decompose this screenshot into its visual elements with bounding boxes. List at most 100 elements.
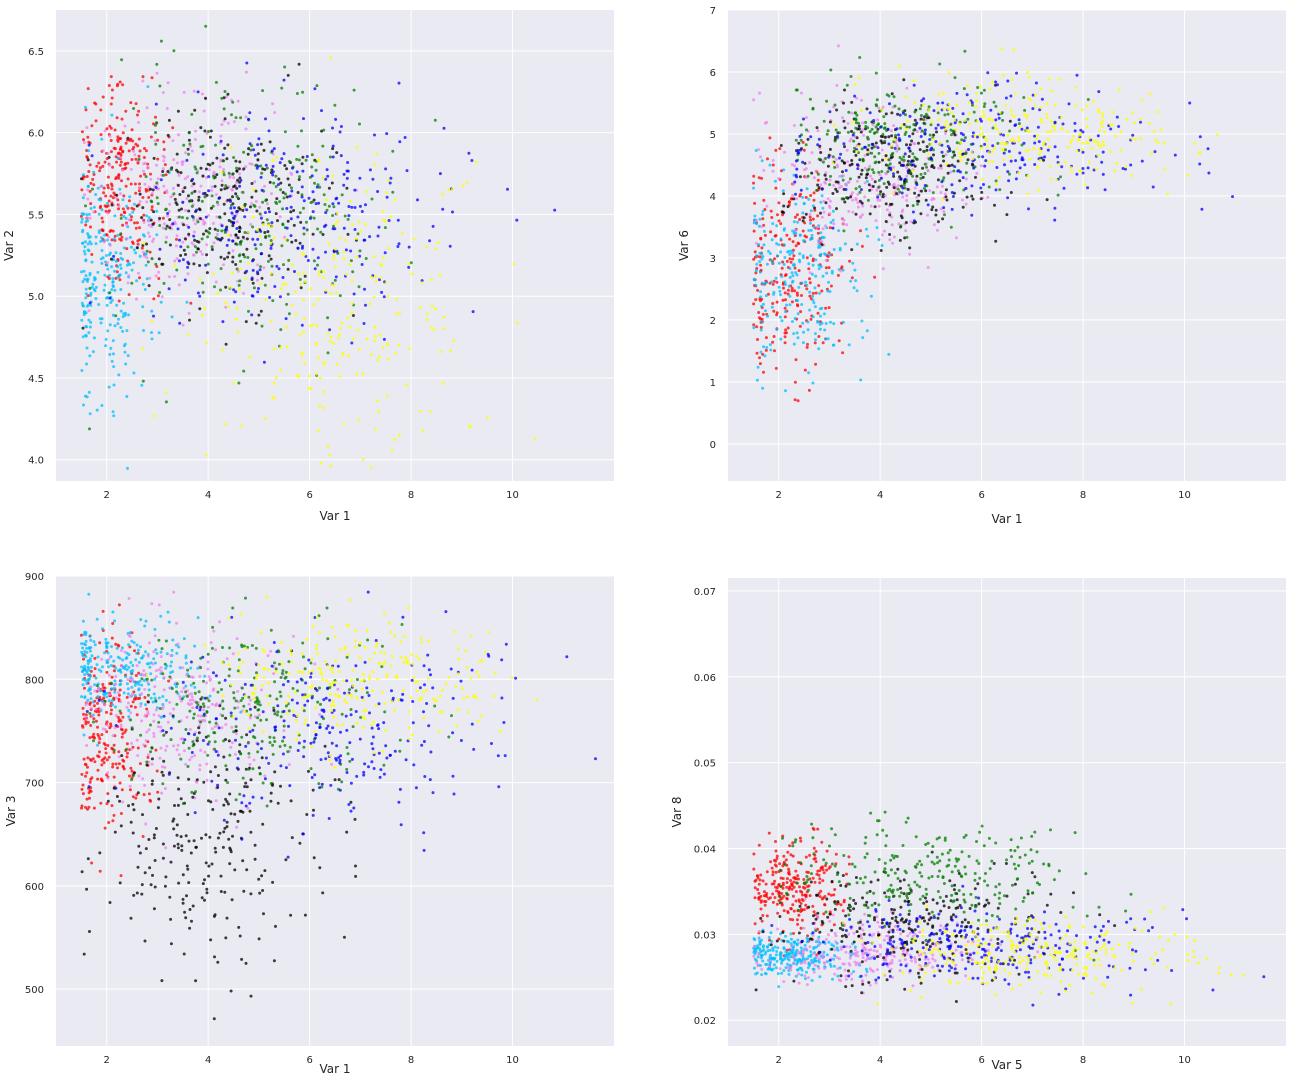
scatter-point (937, 92, 941, 96)
scatter-point (1151, 185, 1155, 189)
scatter-point (164, 639, 168, 643)
scatter-point (81, 335, 85, 339)
scatter-point (387, 219, 391, 222)
scatter-point (175, 748, 179, 752)
scatter-point (879, 139, 883, 143)
scatter-point (143, 182, 147, 186)
x-tick-label: 8 (408, 490, 414, 501)
scatter-point (127, 293, 131, 297)
scatter-point (1075, 172, 1079, 176)
scatter-point (261, 200, 265, 204)
scatter-point (754, 219, 758, 223)
scatter-point (92, 704, 96, 708)
scatter-point (420, 281, 424, 285)
scatter-point (107, 699, 111, 703)
scatter-point (811, 263, 815, 267)
scatter-point (202, 222, 206, 226)
scatter-point (247, 702, 251, 706)
scatter-point (190, 112, 194, 116)
scatter-point (126, 466, 129, 470)
scatter-point (89, 638, 93, 642)
scatter-point (175, 234, 179, 238)
scatter-point (238, 225, 242, 229)
scatter-point (234, 729, 238, 733)
scatter-point (90, 260, 94, 264)
scatter-point (121, 223, 125, 227)
scatter-point (755, 222, 758, 226)
scatter-point (939, 164, 943, 168)
scatter-point (361, 457, 365, 461)
scatter-point (109, 346, 113, 350)
scatter-point (867, 143, 871, 147)
scatter-point (109, 139, 113, 142)
scatter-point (421, 429, 425, 433)
scatter-point (760, 225, 764, 229)
scatter-point (111, 280, 115, 284)
scatter-point (1046, 148, 1050, 152)
scatter-point (234, 699, 238, 703)
scatter-point (286, 292, 290, 296)
scatter-point (387, 246, 391, 250)
scatter-point (132, 893, 136, 897)
scatter-point (131, 745, 135, 749)
scatter-point (809, 254, 813, 258)
scatter-point (177, 259, 181, 263)
scatter-point (193, 644, 197, 648)
scatter-point (1038, 158, 1042, 162)
scatter-point (355, 372, 359, 376)
scatter-point (1003, 163, 1006, 167)
scatter-point (182, 952, 186, 956)
scatter-point (161, 154, 165, 158)
scatter-point (321, 233, 325, 236)
scatter-point (854, 198, 858, 202)
scatter-point (954, 127, 958, 131)
scatter-point (167, 209, 171, 213)
scatter-point (846, 160, 850, 164)
scatter-point (299, 286, 303, 290)
scatter-point (223, 117, 227, 121)
scatter-point (102, 288, 106, 292)
scatter-point (202, 679, 205, 683)
scatter-point (791, 240, 795, 244)
scatter-point (88, 688, 92, 691)
scatter-point (134, 658, 138, 662)
scatter-point (136, 697, 140, 701)
scatter-point (166, 610, 170, 614)
scatter-point (1231, 195, 1234, 199)
scatter-point (895, 149, 899, 153)
scatter-point (185, 197, 189, 200)
scatter-point (858, 158, 862, 162)
scatter-point (142, 162, 146, 166)
scatter-point (914, 178, 918, 182)
scatter-point (842, 229, 846, 233)
scatter-point (1200, 207, 1204, 211)
scatter-point (1100, 125, 1104, 128)
scatter-point (793, 234, 797, 238)
scatter-point (282, 282, 286, 286)
scatter-point (259, 216, 263, 220)
scatter-point (200, 313, 204, 317)
scatter-point (125, 204, 129, 208)
scatter-point (861, 128, 865, 132)
scatter-point (164, 730, 168, 734)
scatter-point (210, 702, 214, 706)
scatter-point (961, 133, 965, 137)
scatter-point (206, 652, 210, 656)
scatter-point (830, 271, 834, 275)
scatter-point (383, 251, 387, 255)
scatter-point (302, 298, 305, 302)
scatter-point (1166, 192, 1170, 196)
scatter-point (187, 209, 191, 213)
scatter-point (358, 176, 362, 180)
scatter-point (1039, 149, 1043, 153)
scatter-point (256, 698, 260, 702)
scatter-point (143, 688, 147, 691)
scatter-point (935, 130, 938, 134)
scatter-point (147, 792, 151, 796)
scatter-point (114, 314, 118, 318)
scatter-point (236, 689, 240, 693)
scatter-point (329, 56, 333, 60)
scatter-point (278, 215, 282, 219)
scatter-point (263, 417, 267, 421)
scatter-point (188, 709, 192, 713)
